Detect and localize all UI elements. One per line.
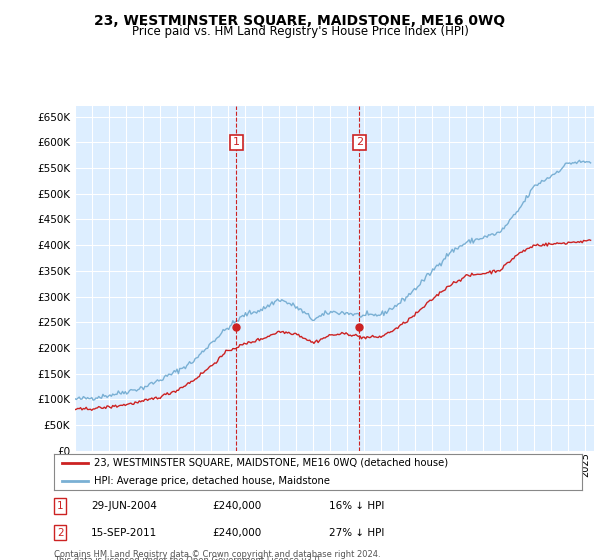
Text: 2: 2 bbox=[356, 137, 363, 147]
Text: £240,000: £240,000 bbox=[212, 501, 262, 511]
Text: 27% ↓ HPI: 27% ↓ HPI bbox=[329, 528, 384, 538]
Text: Contains HM Land Registry data © Crown copyright and database right 2024.: Contains HM Land Registry data © Crown c… bbox=[54, 550, 380, 559]
Point bbox=[355, 323, 364, 332]
Text: 1: 1 bbox=[233, 137, 240, 147]
Text: 29-JUN-2004: 29-JUN-2004 bbox=[91, 501, 157, 511]
Text: 1: 1 bbox=[57, 501, 64, 511]
Text: 16% ↓ HPI: 16% ↓ HPI bbox=[329, 501, 384, 511]
Text: 2: 2 bbox=[57, 528, 64, 538]
Text: 23, WESTMINSTER SQUARE, MAIDSTONE, ME16 0WQ (detached house): 23, WESTMINSTER SQUARE, MAIDSTONE, ME16 … bbox=[94, 458, 448, 468]
Text: 15-SEP-2011: 15-SEP-2011 bbox=[91, 528, 157, 538]
Text: Price paid vs. HM Land Registry's House Price Index (HPI): Price paid vs. HM Land Registry's House … bbox=[131, 25, 469, 38]
Text: 23, WESTMINSTER SQUARE, MAIDSTONE, ME16 0WQ: 23, WESTMINSTER SQUARE, MAIDSTONE, ME16 … bbox=[94, 14, 506, 28]
Text: HPI: Average price, detached house, Maidstone: HPI: Average price, detached house, Maid… bbox=[94, 476, 329, 486]
Point bbox=[232, 323, 241, 332]
Text: £240,000: £240,000 bbox=[212, 528, 262, 538]
Text: This data is licensed under the Open Government Licence v3.0.: This data is licensed under the Open Gov… bbox=[54, 556, 322, 560]
